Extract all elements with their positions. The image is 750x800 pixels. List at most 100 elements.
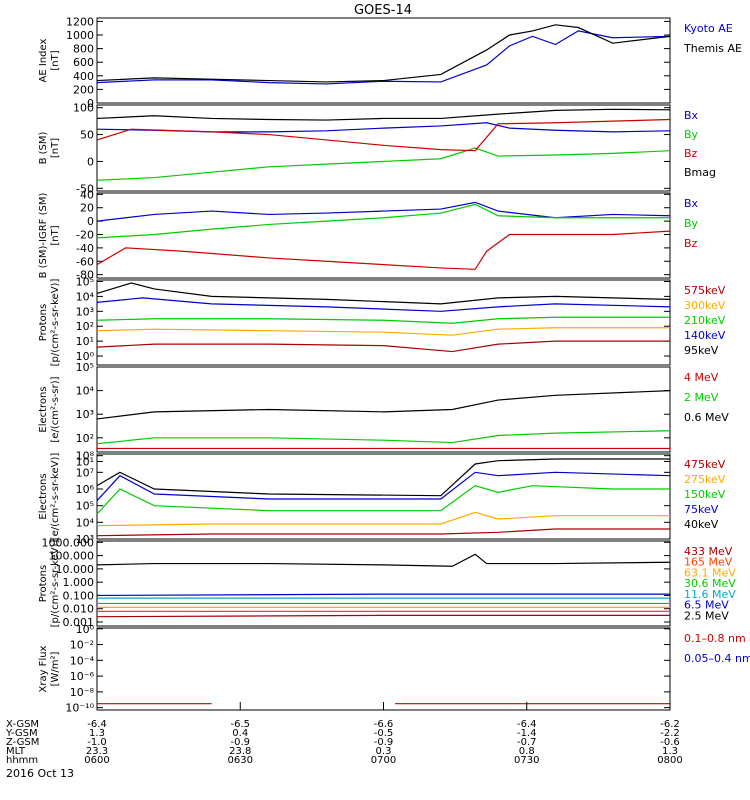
y-tick-label: 10³ [76, 533, 94, 546]
y-tick-label: 10⁻⁶ [70, 670, 95, 683]
x-axis-value: 23.3 [86, 746, 108, 757]
series-line [96, 108, 671, 121]
x-axis-value: 0630 [228, 755, 253, 766]
y-axis-label: [p/(cm²-s-sr-keV)] [50, 279, 61, 367]
legend-item: 275keV [684, 473, 726, 486]
y-tick-label: 10.000 [56, 563, 95, 576]
legend-item: 63.1 MeV [684, 566, 736, 579]
x-axis-value: -6.6 [374, 719, 394, 730]
y-tick-label: 100.000 [49, 550, 95, 563]
legend-item: 6.5 MeV [684, 599, 729, 612]
legend-item: By [684, 128, 699, 141]
x-axis-value: -1.0 [87, 737, 107, 748]
legend-item: 140keV [684, 329, 726, 342]
legend-item: 2 MeV [684, 391, 719, 404]
y-tick-label: 400 [73, 70, 94, 83]
y-tick-label: 40 [80, 188, 94, 201]
y-axis-label: B (SM) [38, 131, 49, 164]
x-axis-row-label: Y-GSM [5, 728, 38, 739]
panel-8: 10⁰ 10⁻² 10⁻⁴ 10⁻⁶ 10⁻⁸ 10⁻¹⁰ Xray Flux [W/m²] 0… [38, 623, 750, 715]
series-line [96, 297, 671, 312]
x-axis-value: -2.2 [660, 728, 680, 739]
legend-item: Kyoto AE [684, 22, 733, 35]
series-line [96, 203, 670, 239]
y-tick-label: 1000 [66, 29, 94, 42]
panel-2: 100 50 0 -50 B (SM) [nT] Bx By Bz Bmag [38, 102, 716, 196]
panel-frame [96, 17, 671, 104]
y-tick-label: 800 [73, 43, 94, 56]
panel-5: 10⁵ 10⁴ 10³ 10² 10¹ Electrons [e/(cm²-s-sr)] 4 … [38, 361, 729, 468]
y-tick-label: 10³ [76, 305, 94, 318]
series-line [96, 327, 670, 336]
series-line [96, 30, 671, 85]
y-tick-label: 10⁸ [76, 450, 95, 463]
panel-7: 1000.000100.00010.0001.0000.1000.0100.00… [38, 536, 736, 629]
series-line [96, 390, 671, 420]
y-tick-label: 10⁰ [76, 350, 95, 363]
y-tick-label: -50 [76, 182, 94, 195]
panel-6: 10⁸ 10⁷ 10⁶ 10⁵ 10⁴ 10³ Electrons [e/(cm²-s-sr-… [38, 450, 726, 546]
panel-frame [96, 279, 671, 366]
y-tick-label: 10⁵ [76, 361, 94, 374]
y-tick-label: 0 [87, 155, 94, 168]
y-tick-label: 10² [76, 432, 94, 445]
x-axis-row-label: MLT [6, 746, 26, 757]
legend-item: 475keV [684, 458, 726, 471]
y-tick-label: -20 [76, 228, 94, 241]
panel-frame [96, 453, 671, 540]
x-axis-value: -6.4 [87, 719, 107, 730]
series-line [96, 340, 670, 353]
x-axis-value: 1.3 [89, 728, 105, 739]
series-line [96, 430, 671, 445]
y-tick-label: 10² [76, 320, 94, 333]
y-tick-label: 50 [80, 129, 94, 142]
series-line [96, 316, 670, 324]
y-axis-label: Electrons [38, 473, 49, 519]
y-tick-label: 0.010 [63, 603, 95, 616]
y-tick-label: 10⁴ [76, 385, 95, 398]
panel-frame [96, 627, 671, 711]
series-line [96, 614, 670, 618]
y-tick-label: 0 [87, 97, 94, 110]
y-tick-label: 10⁷ [76, 466, 94, 479]
legend-item: 75keV [684, 503, 719, 516]
panel-frame [96, 366, 671, 453]
panel-4: 10⁵ 10⁴ 10³ 10² 10¹ 10⁰ Protons [p/(cm²-s-sr-ke… [38, 275, 726, 366]
series-line [96, 553, 671, 567]
y-tick-label: -40 [76, 242, 94, 255]
legend-item: 0.05–0.4 nm [684, 652, 750, 665]
x-axis-value: 1.3 [662, 746, 678, 757]
legend-item: 210keV [684, 314, 726, 327]
x-axis-table: -6.41.3-1.023.30600-6.50.4-0.923.80630-6… [5, 702, 683, 766]
x-axis-row-label: hhmm [6, 755, 38, 766]
y-tick-label: 1000.000 [42, 536, 95, 549]
y-axis-label: Protons [38, 565, 49, 602]
legend-item: Themis AE [683, 42, 742, 55]
x-axis-value: -0.9 [374, 737, 394, 748]
y-tick-label: 10⁰ [76, 623, 95, 636]
y-axis-label: [W/m²] [50, 651, 61, 686]
y-tick-label: 10¹ [76, 335, 94, 348]
y-tick-label: 10⁶ [76, 483, 95, 496]
y-axis-label: B (SM)-IGRF (SM) [38, 193, 49, 279]
y-tick-label: 0.100 [63, 589, 95, 602]
panel-frame [96, 104, 671, 192]
series-line [96, 118, 671, 152]
y-tick-label: 10⁻¹⁰ [65, 702, 94, 715]
legend-item: 300keV [684, 299, 726, 312]
y-tick-label: -60 [76, 255, 94, 268]
panel-frame [96, 192, 671, 279]
legend-item: Bz [684, 237, 698, 250]
y-axis-label: [nT] [50, 225, 61, 245]
series-line [96, 230, 671, 270]
y-tick-label: 10⁵ [76, 500, 94, 513]
x-axis-value: -0.5 [374, 728, 394, 739]
x-axis-value: 0.3 [376, 746, 392, 757]
y-axis-label: [nT] [50, 138, 61, 158]
x-axis-value: -0.9 [230, 737, 250, 748]
x-axis-value: -0.6 [660, 737, 680, 748]
y-tick-label: 10⁴ [76, 290, 95, 303]
y-axis-label: Xray Flux [38, 645, 49, 692]
